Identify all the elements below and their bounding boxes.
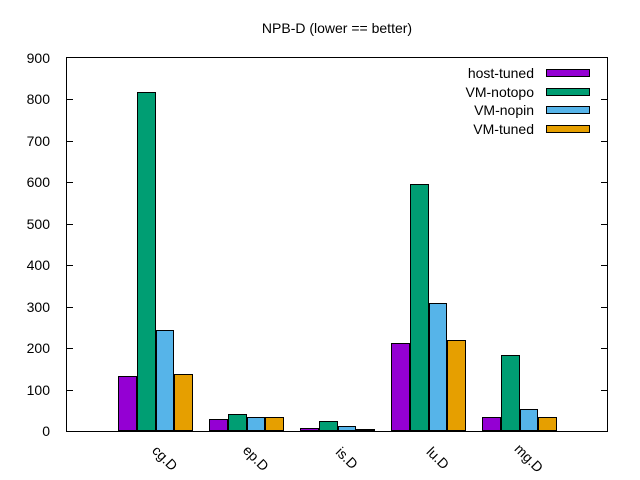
y-tick-mark-right <box>601 348 607 350</box>
bar-VM-nopin-ep.D <box>246 417 266 431</box>
legend-swatch-icon <box>546 87 590 96</box>
bar-VM-notopo-mg.D <box>501 354 520 431</box>
legend-label: VM-tuned <box>473 121 534 138</box>
x-axis-tick-label: lu.D <box>423 443 453 473</box>
y-axis-tick-label: 600 <box>26 174 50 191</box>
x-axis-tick-label: cg.D <box>148 442 181 474</box>
y-tick-mark-left <box>67 182 73 184</box>
bar-VM-tuned-cg.D <box>174 374 194 431</box>
y-tick-mark-right <box>601 306 607 308</box>
y-axis-tick-label: 100 <box>26 381 50 398</box>
bar-host-tuned-mg.D <box>482 417 501 431</box>
legend-row: VM-nopin <box>67 100 590 120</box>
y-axis-tick-label: 200 <box>26 340 50 357</box>
x-axis-tick-label: mg.D <box>511 440 547 476</box>
legend-swatch-icon <box>546 69 590 77</box>
bar-VM-notopo-is.D <box>319 421 338 431</box>
bar-VM-tuned-mg.D <box>538 416 558 431</box>
legend-swatch-icon <box>546 106 590 115</box>
y-tick-mark-left <box>67 389 73 391</box>
y-tick-mark-right <box>601 182 607 184</box>
legend-swatch-icon <box>546 125 590 134</box>
bar-VM-nopin-mg.D <box>519 408 539 431</box>
y-tick-mark-left <box>67 99 73 101</box>
y-tick-mark-right <box>601 223 607 225</box>
bar-VM-notopo-lu.D <box>410 183 429 431</box>
legend-label: VM-notopo <box>465 83 534 100</box>
chart-title: NPB-D (lower == better) <box>261 20 413 36</box>
y-tick-mark-right <box>601 265 607 267</box>
bar-VM-tuned-lu.D <box>447 339 467 431</box>
y-axis-tick-label: 500 <box>26 215 50 232</box>
y-tick-mark-left <box>67 306 73 308</box>
y-tick-mark-left <box>67 265 73 267</box>
y-axis-tick-label: 400 <box>26 257 50 274</box>
legend-row: VM-notopo <box>67 82 590 102</box>
bar-VM-nopin-is.D <box>337 425 357 431</box>
legend-label: host-tuned <box>467 65 534 81</box>
plot-area: host-tuned VM-notopo VM-nopin VM-tuned <box>66 57 608 432</box>
legend-row: VM-tuned <box>67 119 590 139</box>
y-tick-mark-right <box>601 389 607 391</box>
y-tick-mark-right <box>601 99 607 101</box>
bar-host-tuned-ep.D <box>209 418 228 431</box>
bar-VM-nopin-lu.D <box>428 302 448 431</box>
y-axis-tick-label: 0 <box>42 423 50 439</box>
bar-host-tuned-cg.D <box>118 376 137 431</box>
bar-host-tuned-is.D <box>300 428 319 431</box>
bar-VM-tuned-is.D <box>356 428 376 431</box>
bar-VM-notopo-cg.D <box>137 92 156 431</box>
y-axis-tick-label: 700 <box>26 132 50 149</box>
y-axis-tick-label: 900 <box>26 50 50 66</box>
x-axis-tick-label: ep.D <box>239 441 272 475</box>
y-tick-mark-left <box>67 223 73 225</box>
y-tick-mark-left <box>67 348 73 350</box>
bar-host-tuned-lu.D <box>391 342 410 431</box>
y-tick-mark-right <box>601 140 607 142</box>
x-axis-tick-label: is.D <box>332 443 361 473</box>
bar-VM-nopin-cg.D <box>155 330 175 431</box>
legend-label: VM-nopin <box>474 102 534 119</box>
y-axis-tick-label: 800 <box>26 91 50 108</box>
bar-VM-tuned-ep.D <box>265 416 285 431</box>
y-axis-tick-label: 300 <box>26 298 50 315</box>
legend-row: host-tuned <box>67 63 590 83</box>
bar-VM-notopo-ep.D <box>228 414 247 431</box>
y-tick-mark-left <box>67 140 73 142</box>
